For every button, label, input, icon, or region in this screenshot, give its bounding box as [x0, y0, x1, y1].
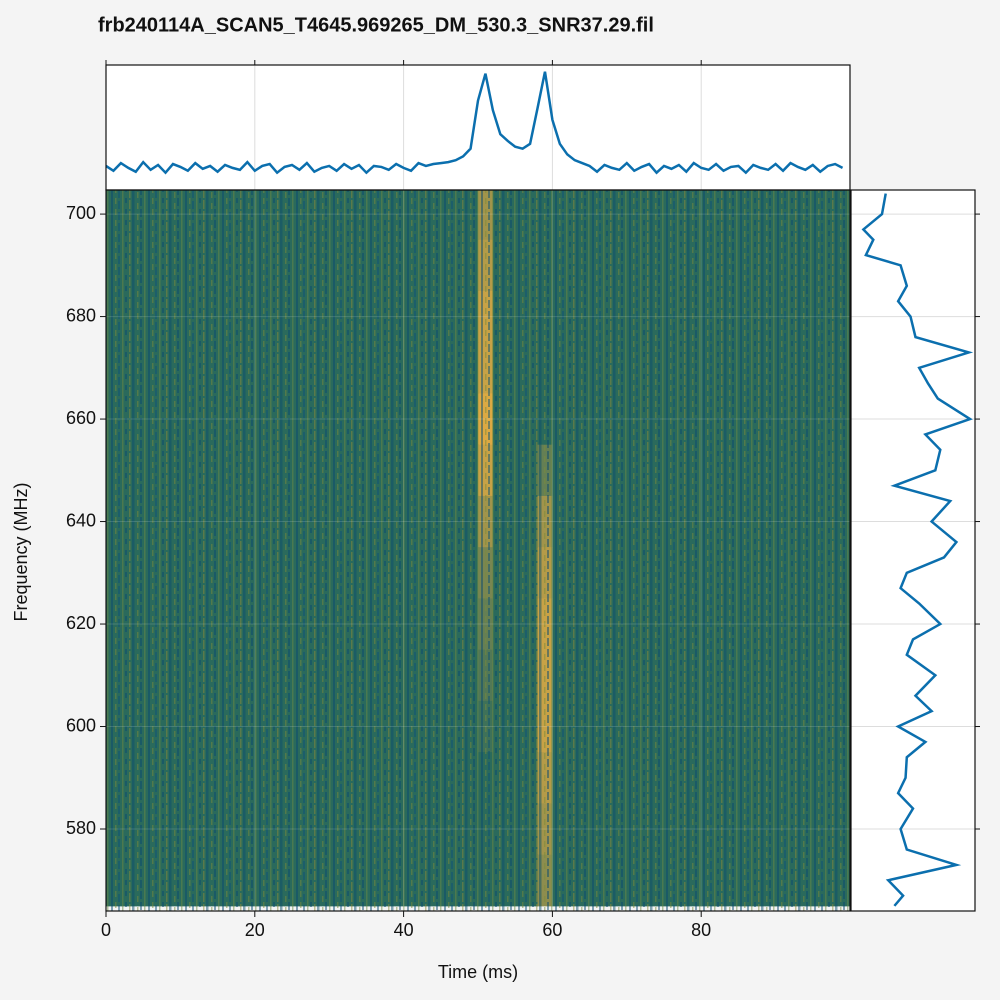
y-tick-label: 580 — [66, 818, 96, 838]
x-tick-label: 40 — [394, 920, 414, 940]
chart-title: frb240114A_SCAN5_T4645.969265_DM_530.3_S… — [98, 14, 654, 36]
spectrum-line — [861, 193, 974, 907]
noise-texture — [106, 190, 850, 911]
spectrum — [861, 193, 974, 907]
x-axis-label: Time (ms) — [438, 962, 518, 982]
time-profile — [106, 71, 844, 175]
side-frame — [850, 189, 976, 912]
y-tick-label: 640 — [66, 510, 96, 530]
main-frame — [105, 189, 851, 912]
time-profile-line — [106, 71, 844, 175]
y-tick-label: 600 — [66, 715, 96, 735]
y-tick-label: 660 — [66, 408, 96, 428]
side-panel-bg — [851, 190, 975, 911]
x-tick-label: 0 — [101, 920, 111, 940]
x-tick-label: 60 — [542, 920, 562, 940]
y-tick-label: 680 — [66, 305, 96, 325]
axes: 0 20 40 60 80 580 600 620 640 660 680 700 — [66, 60, 980, 940]
y-axis-label: Frequency (MHz) — [11, 482, 31, 621]
x-tick-label: 80 — [691, 920, 711, 940]
x-tick-label: 20 — [245, 920, 265, 940]
y-tick-label: 700 — [66, 203, 96, 223]
y-tick-label: 620 — [66, 613, 96, 633]
